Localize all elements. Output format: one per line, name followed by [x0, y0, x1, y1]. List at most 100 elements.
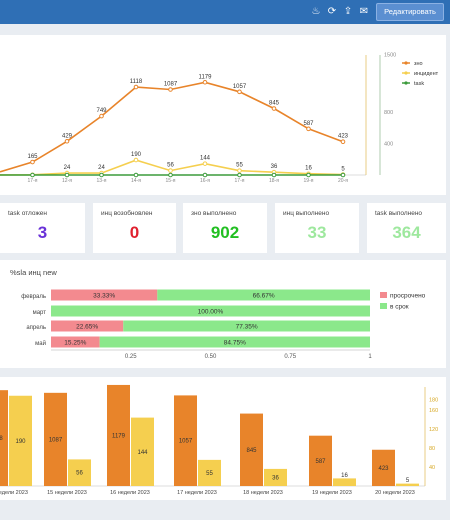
legend-marker — [404, 81, 408, 85]
kpi-value: 364 — [392, 223, 421, 242]
weekly-line-chart-panel: 1500 800 400 17-я 12-я 13-я 14-я 15-я 16-я 17-я 18… — [0, 35, 446, 195]
data-point — [237, 89, 242, 95]
data-label: 55 — [206, 471, 213, 477]
data-point — [237, 172, 242, 178]
legend-swatch — [380, 303, 387, 309]
bar-incident — [396, 483, 419, 486]
bar-segment — [51, 305, 370, 317]
flame-icon[interactable]: ♨ — [311, 6, 321, 17]
data-label: 100.00% — [198, 309, 224, 316]
legend-swatch — [380, 292, 387, 298]
kpi-tile: task выполнено 364 — [367, 203, 446, 253]
data-label: 36 — [271, 164, 278, 170]
edit-button[interactable]: Редактировать — [376, 3, 444, 21]
data-label: 5 — [406, 478, 410, 484]
kpi-value: 902 — [210, 223, 240, 242]
bar-segment — [123, 320, 370, 332]
legend-label: в срок — [390, 304, 409, 311]
x-tick-label: 17-я — [28, 178, 38, 184]
data-label: 845 — [246, 448, 257, 454]
data-label: 1179 — [199, 74, 213, 80]
x-tick-label: 0.75 — [284, 354, 296, 360]
data-label: 56 — [76, 471, 83, 477]
data-point — [306, 126, 311, 132]
bar-incident — [131, 417, 154, 486]
right-axis-tick: 40 — [429, 465, 435, 471]
data-label: 77.35% — [236, 324, 258, 331]
x-tick-label: 16-я — [200, 178, 210, 184]
data-point — [168, 172, 173, 178]
data-point — [30, 159, 35, 165]
legend-label: task — [414, 81, 424, 87]
bar-segment — [99, 336, 371, 348]
data-point — [202, 172, 208, 178]
data-point — [133, 157, 139, 163]
x-tick-label: 17-я — [235, 178, 245, 184]
data-point — [202, 79, 208, 85]
data-label: 22.65% — [76, 324, 98, 331]
legend-label: инцидент — [414, 71, 439, 77]
refresh-icon[interactable]: ⟳ — [327, 6, 337, 17]
kpi-value: 33 — [307, 223, 327, 242]
data-point — [237, 168, 242, 173]
x-tick-label: 13-я — [97, 178, 107, 184]
legend-marker — [404, 71, 408, 75]
data-label: 1087 — [164, 81, 178, 87]
data-point — [271, 172, 277, 178]
bar-segment — [157, 289, 370, 301]
data-point — [306, 172, 311, 178]
kpi-tile: инц возобновлен 0 — [93, 203, 176, 253]
data-point — [340, 172, 346, 178]
data-label: 190 — [131, 152, 142, 158]
bar-segment — [51, 289, 158, 301]
data-label: 24 — [64, 165, 71, 171]
x-tick-label: 20-я — [338, 178, 348, 184]
data-label: 1057 — [233, 84, 247, 90]
data-point — [340, 139, 346, 145]
x-tick-label: 17 недели 2023 — [177, 490, 217, 496]
data-label: 16 — [341, 473, 348, 479]
right-axis-tick: 120 — [429, 427, 438, 433]
bar-zno — [372, 449, 395, 486]
data-label: 66.67% — [253, 293, 275, 300]
bar-segment — [51, 320, 124, 332]
data-point — [64, 138, 70, 144]
x-tick-label: 14 недели 2023 — [0, 490, 28, 496]
kpi-value: 3 — [37, 223, 48, 242]
data-label: 84.75% — [224, 340, 246, 347]
data-point — [133, 84, 139, 90]
kpi-tile: зно выполнено 902 — [183, 203, 267, 253]
series-line-зно — [0, 81, 344, 173]
kpi-title: зно выполнено — [191, 210, 237, 217]
data-label: 587 — [303, 121, 314, 127]
data-label: 16 — [305, 166, 312, 172]
data-label: 1087 — [49, 437, 63, 443]
right-axis-tick: 400 — [384, 142, 393, 148]
sla-chart-panel: %sla инц new февраль 33.33% 66.67% март 100.… — [0, 260, 446, 368]
x-tick-label: 0.25 — [125, 354, 137, 360]
legend-marker — [404, 61, 408, 65]
bar-zno — [0, 390, 8, 486]
kpi-tile: task отложен 3 — [0, 203, 85, 253]
bar-incident — [333, 478, 356, 486]
bar-zno — [240, 413, 263, 486]
x-tick-label: 20 недели 2023 — [375, 490, 415, 496]
right-axis-tick: 800 — [384, 110, 393, 116]
x-tick-label: 12-я — [62, 178, 72, 184]
sla-chart: февраль 33.33% 66.67% март 100.00% апрель 22.6… — [21, 289, 426, 360]
mail-icon[interactable]: ✉ — [359, 6, 369, 17]
bar-zno — [44, 392, 67, 486]
x-tick-label: 1 — [368, 354, 372, 360]
data-label: 1179 — [112, 433, 126, 439]
data-label: 15.25% — [64, 340, 86, 347]
y-tick-label: февраль — [21, 294, 46, 300]
x-tick-label: 19 недели 2023 — [312, 490, 352, 496]
weekly-line-chart: 1500 800 400 17-я 12-я 13-я 14-я 15-я 16-я 17-я 18… — [0, 53, 439, 184]
data-label: 1118 — [0, 436, 3, 442]
legend-label: зно — [414, 61, 423, 67]
data-label: 423 — [378, 466, 389, 472]
right-axis-tick: 80 — [429, 446, 435, 452]
weekly-bar-chart-panel: 180 160 120 80 40 1118 190 14 недели 2023 1087 56… — [0, 377, 446, 500]
y-tick-label: апрель — [26, 325, 46, 331]
share-icon[interactable]: ⇪ — [343, 6, 353, 17]
